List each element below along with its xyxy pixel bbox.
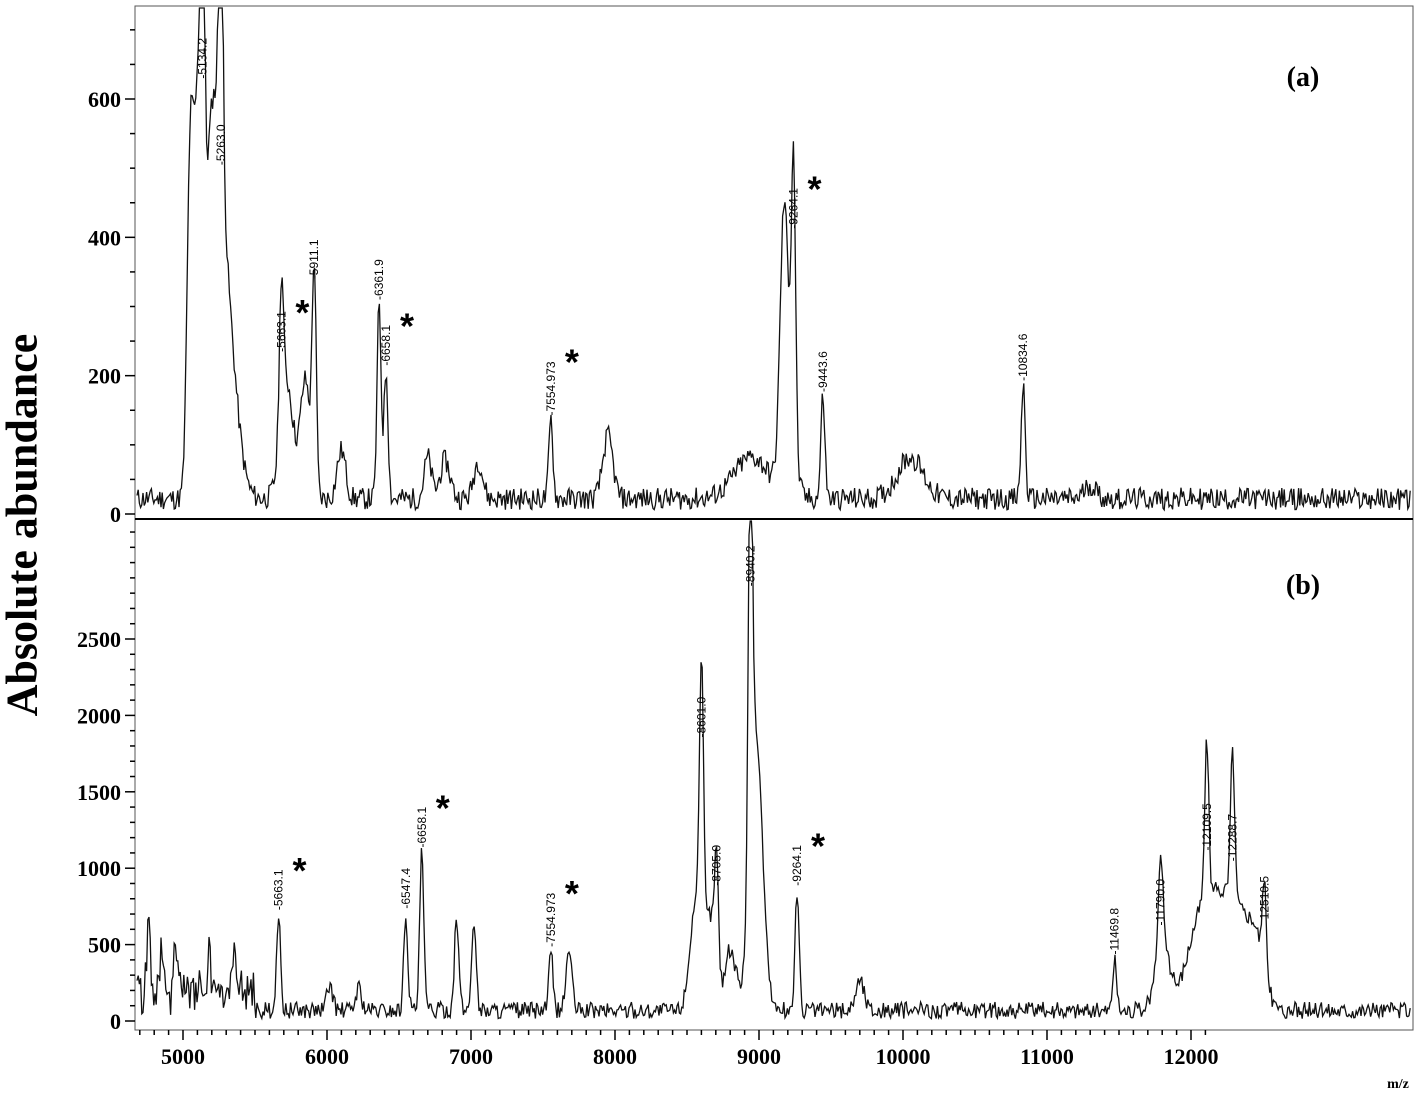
panel-b-ytick-label: 0: [110, 1009, 121, 1034]
panel-b-peak-label: -11469.8: [1108, 908, 1122, 955]
x-axis-label: m/z: [1387, 1077, 1409, 1092]
panel-a-peak-label: -6361.9: [372, 259, 386, 300]
panel-b-ytick-label: 2000: [77, 703, 121, 728]
x-tick-label: 7000: [449, 1044, 493, 1069]
panel-b-peak-label: -12288.7: [1226, 814, 1240, 862]
panel-a-ytick-label: 600: [88, 87, 121, 112]
y-axis-label: Absolute abundance: [0, 334, 48, 717]
panel-b-peak-label: -12109.5: [1200, 803, 1214, 851]
panel-a-peak-label: -6658.1: [379, 325, 393, 366]
panel-b-peak-label: -11790.0: [1154, 879, 1168, 926]
panel-a-star-marker: *: [295, 292, 309, 333]
panel-b-star-marker: *: [292, 850, 306, 891]
panel-b-peak-label: -6547.4: [399, 868, 413, 909]
panel-a-peak-label: -5911.1: [307, 239, 321, 279]
panel-b-ytick-label: 500: [88, 933, 121, 958]
panel-b-peak-label: 12510.5: [1258, 876, 1272, 920]
panel-b-spectrum-trace: [137, 521, 1410, 1019]
panel-a-ytick-label: 200: [88, 364, 121, 389]
panel-b-peak-label: -7554.973: [544, 892, 558, 946]
x-tick-label: 8000: [593, 1044, 637, 1069]
panel-a-peak-label: -9443.6: [816, 351, 830, 392]
x-tick-label: 9000: [737, 1044, 781, 1069]
panel-a-peak-label: -9264.1: [787, 188, 801, 229]
x-tick-label: 6000: [305, 1044, 349, 1069]
panel-b-ytick-label: 1000: [77, 856, 121, 881]
panel-b-label: (b): [1286, 570, 1320, 601]
x-tick-label: 5000: [161, 1044, 205, 1069]
panel-b-ytick-label: 2500: [77, 627, 121, 652]
panel-b-peak-label: -5663.1: [271, 869, 285, 910]
panel-a-star-marker: *: [808, 169, 822, 210]
panel-b-peak-label: -8940.2: [743, 545, 757, 586]
x-tick-label: 12000: [1164, 1044, 1219, 1069]
panel-b-peak-label: -9264.1: [790, 845, 804, 886]
panel-b-star-marker: *: [565, 873, 579, 914]
panel-a-star-marker: *: [400, 306, 414, 347]
x-tick-label: 11000: [1020, 1044, 1074, 1069]
panel-a-star-marker: *: [565, 341, 579, 382]
panel-a-peak-label: -7554.973: [544, 361, 558, 415]
panel-b-star-marker: *: [811, 826, 825, 867]
panel-a-label: (a): [1287, 62, 1320, 93]
panel-b-peak-label: -8601.0: [695, 696, 709, 737]
panel-b-ytick-label: 1500: [77, 780, 121, 805]
panel-a-ytick-label: 0: [110, 502, 121, 527]
panel-b-peak-label: -8705.0: [710, 845, 724, 886]
panel-b-star-marker: *: [436, 788, 450, 829]
panel-a-peak-label: -10834.6: [1016, 333, 1030, 381]
panel-a-peak-label: -5263.0: [214, 124, 228, 165]
panel-a-peak-label: -5663.1: [274, 311, 288, 352]
panel-a-spectrum-trace: [137, 8, 1410, 510]
panel-a-peak-label: -5134.2: [195, 38, 209, 79]
panel-a-ytick-label: 400: [88, 225, 121, 250]
x-tick-label: 10000: [876, 1044, 931, 1069]
panel-b-peak-label: -6658.1: [415, 806, 429, 847]
